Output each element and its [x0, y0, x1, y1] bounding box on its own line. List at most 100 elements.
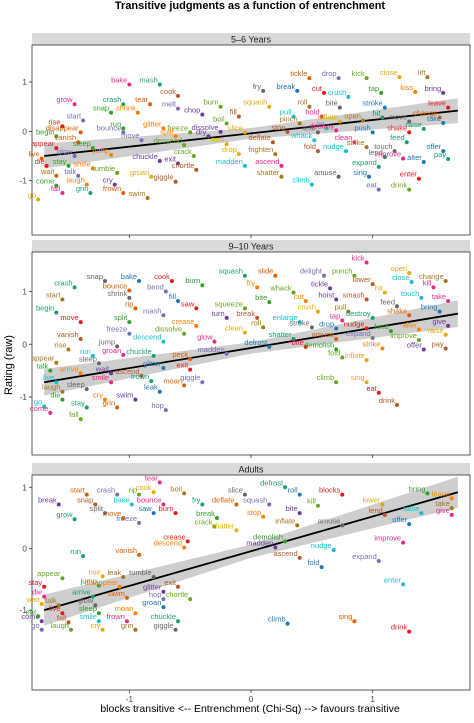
data-point-label: arrive: [72, 588, 91, 597]
data-point-label: bake: [114, 495, 130, 504]
data-point-label: dry: [196, 127, 207, 136]
data-point-label: fall: [57, 613, 67, 622]
data-point-label: swim: [128, 189, 145, 198]
data-point-label: moan: [163, 376, 182, 385]
data-point: [161, 605, 166, 610]
data-point: [337, 119, 342, 124]
data-point-label: exit: [176, 361, 189, 370]
data-point-label: raise: [427, 326, 443, 335]
data-point-label: stroke: [362, 99, 382, 108]
data-point: [133, 611, 138, 616]
data-point: [127, 331, 132, 336]
data-point: [382, 155, 387, 160]
data-point-label: fold: [307, 558, 319, 567]
data-point: [54, 380, 59, 385]
data-point-label: kick: [352, 254, 365, 263]
data-point: [212, 524, 217, 529]
data-point-label: hop: [151, 401, 164, 410]
data-point: [421, 126, 426, 131]
data-point: [340, 523, 345, 528]
data-point: [194, 323, 199, 328]
data-point: [54, 310, 59, 315]
data-point-label: open: [390, 264, 407, 273]
data-point: [376, 164, 381, 169]
data-point: [56, 502, 61, 507]
data-point-label: drop: [319, 319, 334, 328]
data-point: [133, 627, 138, 632]
data-point: [96, 611, 101, 616]
data-point: [279, 163, 284, 168]
data-point: [173, 134, 178, 139]
data-point-label: leak: [107, 568, 121, 577]
data-point-label: laugh: [42, 383, 60, 392]
data-point-label: descend: [154, 136, 182, 145]
data-point: [76, 173, 81, 178]
figure-title: Transitive judgments as a function of en…: [115, 0, 385, 12]
data-point-label: bake: [121, 272, 137, 281]
data-point-label: stroke: [289, 318, 309, 327]
data-point-label: sleep: [67, 380, 85, 389]
data-point-label: cry: [93, 391, 103, 400]
data-point-label: bite: [286, 504, 298, 513]
data-point: [261, 88, 266, 93]
data-point-label: vanish: [57, 330, 79, 339]
data-point-label: inflate: [345, 351, 365, 360]
data-point-label: lift: [418, 68, 426, 77]
data-point-label: cry: [91, 621, 101, 630]
data-point: [121, 352, 126, 357]
facet-strip: [32, 33, 470, 45]
data-point-label: nudge: [323, 142, 344, 151]
data-point: [90, 166, 95, 171]
data-point: [124, 619, 129, 624]
data-point: [121, 574, 126, 579]
data-point: [297, 320, 302, 325]
data-point: [173, 511, 178, 516]
data-point: [76, 140, 81, 145]
data-point-label: glitter: [143, 583, 162, 592]
data-point: [176, 161, 180, 166]
data-point-label: pinch: [280, 114, 298, 123]
facet-title: 9–10 Years: [228, 242, 274, 252]
data-point: [194, 306, 199, 311]
y-tick-label: 1: [22, 482, 27, 492]
data-point-label: take: [427, 114, 441, 123]
data-point-label: bake: [111, 75, 127, 84]
facet-panels: 5–6 Years -1 0 1 bake mash tickle drop kick close…: [19, 33, 471, 704]
data-point: [303, 299, 308, 304]
data-point-label: amuse: [312, 330, 335, 339]
data-point-label: ascend: [273, 549, 297, 558]
data-point: [84, 405, 89, 410]
data-point: [188, 130, 193, 135]
data-point: [234, 528, 239, 533]
data-point-label: lend: [369, 506, 383, 515]
data-point-label: climb: [268, 615, 286, 624]
data-point: [39, 627, 44, 632]
data-point: [331, 547, 336, 552]
data-point: [360, 118, 365, 123]
data-point: [334, 297, 339, 302]
data-point-label: start: [46, 290, 62, 299]
data-point-label: shrink: [116, 104, 136, 113]
data-point: [93, 603, 98, 608]
y-tick-label: -1: [19, 176, 27, 186]
data-point: [163, 408, 168, 413]
data-point: [109, 153, 114, 158]
data-point-label: bite: [326, 99, 338, 108]
data-point-label: improve: [374, 534, 401, 543]
data-point: [137, 492, 142, 497]
data-point: [109, 371, 114, 376]
data-point: [336, 174, 341, 179]
data-point-label: move: [389, 112, 407, 121]
data-point: [200, 380, 205, 385]
data-point: [115, 405, 120, 410]
data-point-label: tear: [303, 123, 316, 132]
data-point: [267, 344, 272, 349]
regression-line: [44, 312, 458, 384]
data-point: [322, 90, 326, 95]
data-point: [188, 357, 193, 362]
data-point: [169, 279, 174, 283]
data-point: [367, 174, 372, 179]
data-point: [60, 576, 65, 581]
data-point: [84, 492, 89, 497]
data-point-label: lower: [362, 495, 380, 504]
